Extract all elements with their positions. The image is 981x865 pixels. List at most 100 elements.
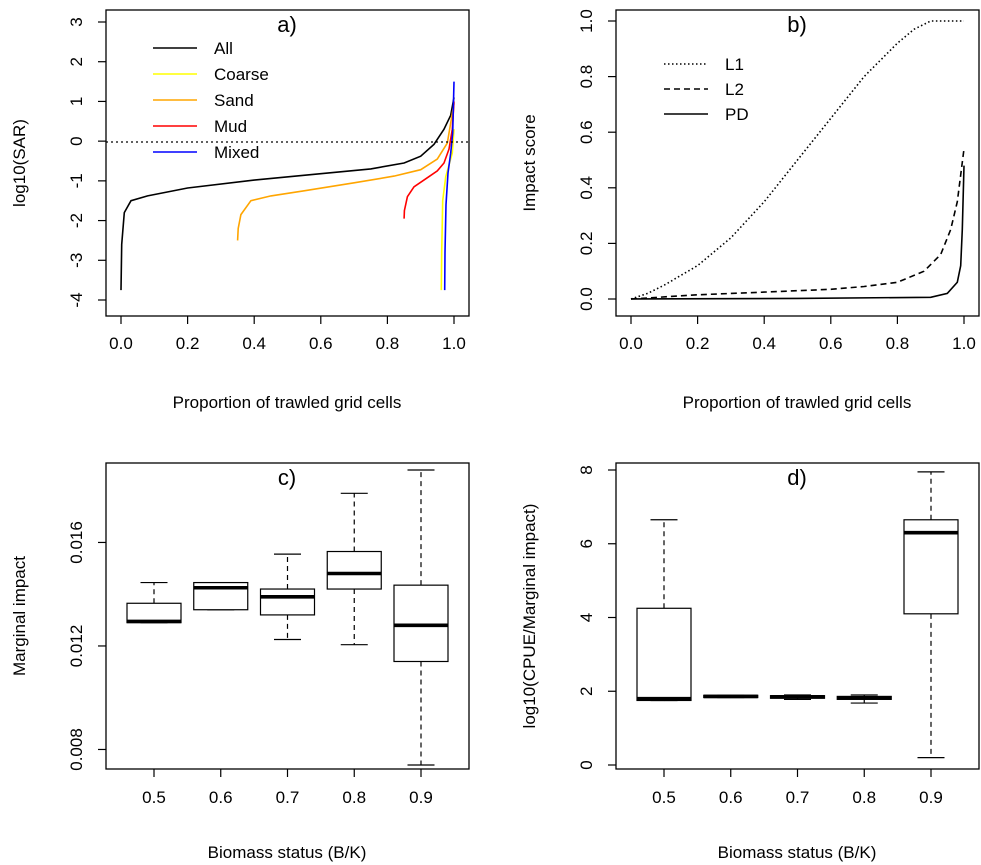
- panel-b-y-ticks: 0.0 0.2 0.4 0.6 0.8 1.0: [577, 9, 616, 311]
- box-0.7: [769, 694, 826, 700]
- panel-c-ylabel: Marginal impact: [10, 556, 29, 676]
- series-line-pd: [630, 165, 965, 300]
- series-line-l1: [630, 20, 964, 300]
- box-body: [259, 588, 316, 616]
- legend-label-pd: PD: [725, 105, 749, 124]
- box-0.5: [126, 581, 182, 624]
- panel-a-xlabel: Proportion of trawled grid cells: [173, 393, 402, 412]
- box-body: [636, 607, 692, 702]
- panel-b-ylabel: Impact score: [520, 114, 539, 211]
- y-tick-label: -1: [67, 173, 86, 188]
- panel-a: 0.0 0.2 0.4 0.6 0.8 1.0 -4 -3 -2 -1 0 1 2 3 a) Propo…: [10, 9, 470, 412]
- box-0.8: [326, 492, 382, 646]
- x-tick-label: 0.0: [109, 334, 133, 353]
- x-tick-label: 0.6: [719, 788, 743, 807]
- panel-a-x-ticks: 0.0 0.2 0.4 0.6 0.8 1.0: [109, 316, 466, 353]
- legend-label-coarse: Coarse: [214, 65, 269, 84]
- x-tick-label: 0.5: [142, 788, 166, 807]
- legend-label-all: All: [214, 39, 233, 58]
- legend-label-l1: L1: [725, 55, 744, 74]
- y-tick-label: 0.016: [67, 521, 86, 564]
- box-0.8: [836, 694, 892, 704]
- legend-label-l2: L2: [725, 80, 744, 99]
- panel-d-boxes: [636, 471, 959, 759]
- y-tick-label: 1.0: [577, 9, 596, 33]
- panel-c-y-ticks: 0.008 0.012 0.016: [67, 521, 106, 771]
- x-tick-label: 0.8: [886, 334, 910, 353]
- x-tick-label: 0.0: [619, 334, 643, 353]
- x-tick-label: 0.8: [376, 334, 400, 353]
- panel-a-ylabel: log10(SAR): [10, 119, 29, 207]
- y-tick-label: 0.2: [577, 232, 596, 256]
- panel-c-title: c): [278, 465, 296, 490]
- panel-b-xlabel: Proportion of trawled grid cells: [683, 393, 912, 412]
- panel-d-y-ticks: 0 2 4 6 8: [577, 465, 616, 770]
- x-tick-label: 1.0: [442, 334, 466, 353]
- x-tick-label: 0.6: [209, 788, 233, 807]
- x-tick-label: 0.5: [652, 788, 676, 807]
- panel-d-title: d): [787, 465, 807, 490]
- x-tick-label: 0.8: [342, 788, 366, 807]
- panel-c: 0.5 0.6 0.7 0.8 0.9 0.008 0.012 0.016 c) Bioma…: [10, 462, 470, 862]
- panel-d-x-ticks: 0.5 0.6 0.7 0.8 0.9: [652, 769, 943, 807]
- x-tick-label: 0.6: [309, 334, 333, 353]
- x-tick-label: 0.2: [176, 334, 200, 353]
- panel-b-frame: [615, 9, 980, 317]
- box-body: [326, 550, 382, 590]
- legend-label-mixed: Mixed: [214, 143, 259, 162]
- series-line-mixed: [443, 81, 455, 291]
- y-tick-label: 0.4: [577, 176, 596, 200]
- box-0.7: [259, 553, 316, 641]
- y-tick-label: 0.0: [577, 287, 596, 311]
- y-tick-label: 1: [67, 97, 86, 106]
- y-tick-label: 0.012: [67, 625, 86, 668]
- x-tick-label: 0.9: [919, 788, 943, 807]
- box-0.6: [703, 694, 759, 699]
- series-line-coarse: [440, 129, 455, 291]
- box-body: [903, 519, 959, 615]
- box-0.9: [393, 469, 449, 766]
- panel-b-legend: L1 L2 PD: [664, 55, 749, 124]
- x-tick-label: 0.6: [819, 334, 843, 353]
- panel-c-x-ticks: 0.5 0.6 0.7 0.8 0.9: [142, 769, 433, 807]
- box-body: [393, 584, 449, 663]
- box-0.9: [903, 471, 959, 759]
- panel-b-lines: [630, 20, 965, 300]
- panel-a-legend: All Coarse Sand Mud Mixed: [153, 39, 269, 162]
- y-tick-label: 0.6: [577, 120, 596, 144]
- series-line-all: [120, 97, 455, 291]
- y-tick-label: 0: [67, 136, 86, 145]
- x-tick-label: 0.7: [276, 788, 300, 807]
- y-tick-label: -4: [67, 292, 86, 307]
- panel-d-ylabel: log10(CPUE/Marginal impact): [520, 504, 539, 729]
- panel-b-x-ticks: 0.0 0.2 0.4 0.6 0.8 1.0: [619, 316, 976, 353]
- panel-a-frame: [105, 9, 470, 317]
- panel-d: 0.5 0.6 0.7 0.8 0.9 0 2 4 6 8 d) Biomass status …: [520, 462, 980, 862]
- panel-a-title: a): [277, 12, 297, 37]
- x-tick-label: 1.0: [952, 334, 976, 353]
- panel-a-lines: [120, 81, 455, 291]
- y-tick-label: 0.008: [67, 728, 86, 771]
- y-tick-label: 6: [577, 539, 596, 548]
- y-tick-label: 2: [577, 687, 596, 696]
- y-tick-label: -3: [67, 253, 86, 268]
- series-line-mud: [403, 101, 455, 219]
- y-tick-label: 3: [67, 17, 86, 26]
- panel-b-title: b): [787, 12, 807, 37]
- y-tick-label: 4: [577, 613, 596, 622]
- panel-a-y-ticks: -4 -3 -2 -1 0 1 2 3: [67, 17, 106, 308]
- box-0.6: [193, 581, 249, 611]
- x-tick-label: 0.7: [786, 788, 810, 807]
- y-tick-label: 0: [577, 760, 596, 769]
- panel-c-xlabel: Biomass status (B/K): [208, 843, 367, 862]
- panel-b: 0.0 0.2 0.4 0.6 0.8 1.0 0.0 0.2 0.4 0.6 0.8 1.0 b)…: [520, 9, 980, 412]
- series-line-l2: [630, 148, 965, 300]
- legend-label-mud: Mud: [214, 117, 247, 136]
- x-tick-label: 0.4: [752, 334, 776, 353]
- y-tick-label: 0.8: [577, 65, 596, 89]
- panel-c-boxes: [126, 469, 449, 766]
- box-0.5: [636, 519, 692, 702]
- x-tick-label: 0.8: [852, 788, 876, 807]
- y-tick-label: 8: [577, 465, 596, 474]
